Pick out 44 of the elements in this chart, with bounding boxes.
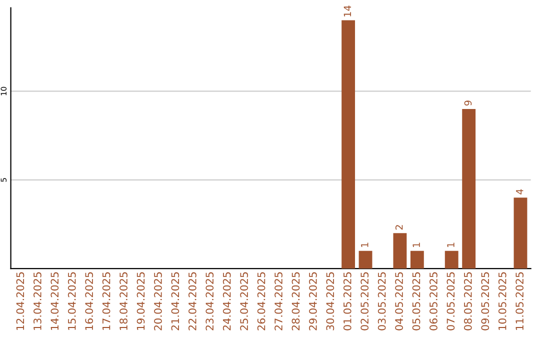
x-tick-label: 24.04.2025 <box>222 272 231 330</box>
x-tick-label: 01.05.2025 <box>343 272 352 330</box>
x-tick-label: 21.04.2025 <box>171 272 180 330</box>
bar <box>444 250 458 269</box>
x-tick-label: 18.04.2025 <box>120 272 128 330</box>
bar <box>342 20 356 269</box>
x-tick-label: 10.05.2025 <box>498 272 506 330</box>
data-label: 1 <box>447 242 454 248</box>
x-tick-label: 17.04.2025 <box>102 272 110 330</box>
data-label: 2 <box>395 225 403 230</box>
x-tick-label: 19.04.2025 <box>136 272 145 330</box>
x-tick-label: 08.05.2025 <box>464 272 472 330</box>
data-label: 9 <box>464 100 472 106</box>
x-tick-label: 15.04.2025 <box>68 272 76 330</box>
x-tick-label: 14.04.2025 <box>50 272 59 330</box>
bar <box>462 108 476 269</box>
x-tick-label: 22.04.2025 <box>188 272 196 330</box>
x-tick-label: 04.05.2025 <box>395 272 403 330</box>
x-tick-label: 02.05.2025 <box>360 272 369 330</box>
bar <box>410 250 424 269</box>
x-tick-label: 07.05.2025 <box>446 272 455 330</box>
x-tick-label: 06.05.2025 <box>430 272 438 330</box>
x-tick-label: 16.04.2025 <box>85 272 94 330</box>
x-tick-label: 23.04.2025 <box>206 272 214 330</box>
x-tick-label: 11.05.2025 <box>516 272 524 330</box>
x-tick-label: 25.04.2025 <box>240 272 248 330</box>
bar <box>358 250 372 269</box>
x-tick-label: 20.04.2025 <box>154 272 162 330</box>
bar <box>393 233 407 269</box>
x-tick-label: 12.04.2025 <box>16 272 24 330</box>
x-tick-label: 28.04.2025 <box>292 272 300 330</box>
x-tick-label: 03.05.2025 <box>378 272 386 330</box>
x-tick-label: 13.04.2025 <box>33 272 42 330</box>
data-label: 14 <box>344 6 351 16</box>
data-label: 4 <box>516 189 524 194</box>
x-tick-label: 29.04.2025 <box>309 272 317 330</box>
x-tick-label: 05.05.2025 <box>412 272 420 330</box>
data-label: 1 <box>412 242 420 248</box>
bar <box>514 198 528 269</box>
x-tick-label: 30.04.2025 <box>326 272 334 330</box>
x-tick-label: 09.05.2025 <box>481 272 490 330</box>
data-label: 1 <box>361 242 368 248</box>
x-tick-label: 26.04.2025 <box>257 272 266 330</box>
x-tick-label: 27.04.2025 <box>274 272 282 330</box>
